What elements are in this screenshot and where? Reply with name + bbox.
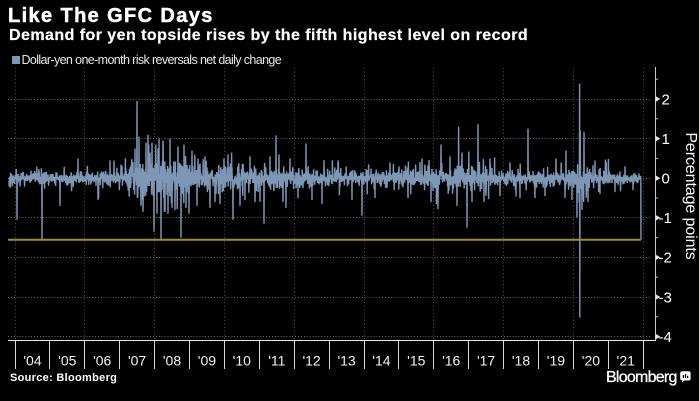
svg-text:-1: -1 — [659, 210, 672, 227]
svg-text:-3: -3 — [659, 289, 672, 306]
svg-text:'13: '13 — [337, 353, 355, 369]
svg-text:-4: -4 — [659, 329, 672, 346]
svg-text:'20: '20 — [582, 353, 600, 369]
svg-text:'08: '08 — [163, 353, 181, 369]
svg-text:'17: '17 — [477, 353, 495, 369]
svg-text:-2: -2 — [659, 250, 672, 267]
svg-text:'06: '06 — [93, 353, 111, 369]
svg-text:'09: '09 — [198, 353, 216, 369]
svg-text:'14: '14 — [372, 353, 390, 369]
svg-text:'21: '21 — [617, 353, 635, 369]
svg-text:0: 0 — [662, 171, 670, 188]
svg-text:'18: '18 — [512, 353, 530, 369]
svg-text:'19: '19 — [547, 353, 565, 369]
svg-text:'07: '07 — [128, 353, 146, 369]
svg-text:'15: '15 — [407, 353, 425, 369]
svg-text:'04: '04 — [23, 353, 41, 369]
svg-text:'11: '11 — [268, 353, 285, 369]
svg-text:'16: '16 — [442, 353, 460, 369]
svg-text:'05: '05 — [58, 353, 76, 369]
svg-text:'10: '10 — [233, 353, 251, 369]
svg-text:Percentage points: Percentage points — [682, 132, 699, 259]
svg-text:2: 2 — [662, 91, 670, 108]
svg-text:1: 1 — [662, 131, 670, 148]
svg-text:'12: '12 — [302, 353, 320, 369]
